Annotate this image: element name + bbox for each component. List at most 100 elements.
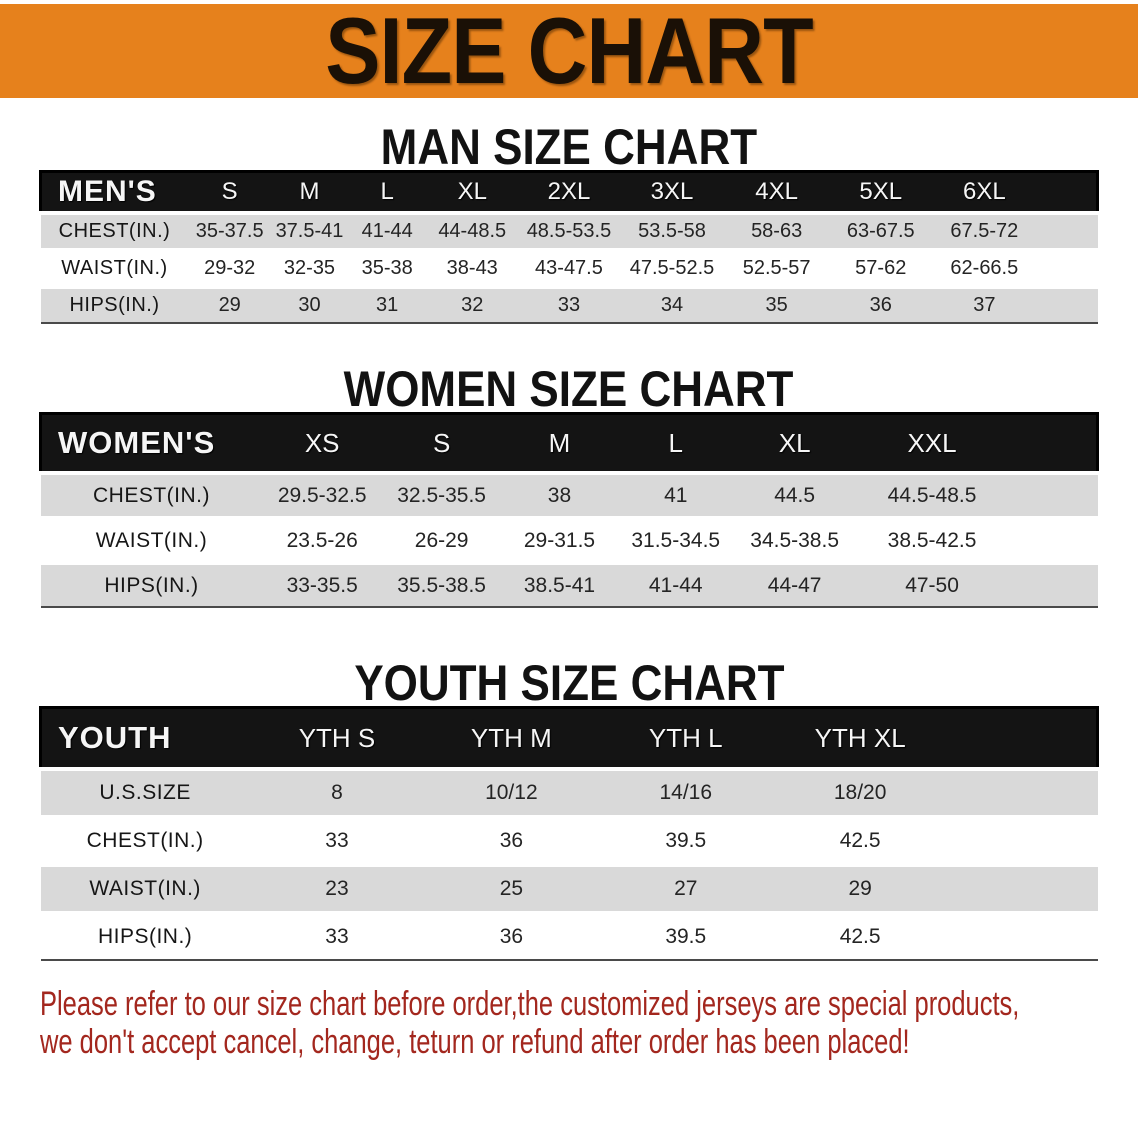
corner-label: WOMEN'S bbox=[39, 412, 263, 475]
column-header: 4XL bbox=[724, 170, 829, 215]
table-row: HIPS(IN.) 29 30 31 32 33 34 35 36 37 bbox=[40, 285, 1098, 323]
table-cell: 42.5 bbox=[772, 815, 948, 865]
table-body: CHEST(IN.) 35-37.5 37.5-41 41-44 44-48.5 48.5… bbox=[40, 211, 1098, 323]
table-cell: 29.5-32.5 bbox=[262, 471, 382, 518]
spacer-cell bbox=[1036, 170, 1100, 215]
table-cell: 37.5-41 bbox=[270, 211, 349, 250]
table-cell: 32-35 bbox=[270, 248, 349, 287]
table-header: WOMEN'S XS S M L XL XXL bbox=[39, 412, 1099, 475]
column-header: XXL bbox=[855, 412, 1009, 475]
table-cell: 35-37.5 bbox=[188, 211, 271, 250]
disclaimer: Please refer to our size chart before or… bbox=[40, 985, 1113, 1061]
banner: SIZE CHART bbox=[0, 4, 1138, 98]
table-row: CHEST(IN.) 35-37.5 37.5-41 41-44 44-48.5 48.5… bbox=[40, 211, 1098, 250]
table-cell: 47-50 bbox=[855, 561, 1009, 607]
spacer-cell bbox=[1008, 516, 1098, 563]
table-row: HIPS(IN.) 33 36 39.5 42.5 bbox=[40, 911, 1098, 960]
section-title-youth: YOUTH SIZE CHART bbox=[0, 655, 1138, 711]
table-cell: 31.5-34.5 bbox=[617, 516, 734, 563]
table-cell: 31 bbox=[348, 285, 427, 323]
table-cell: 42.5 bbox=[772, 911, 948, 960]
spacer-cell bbox=[947, 706, 1100, 771]
table-cell: 48.5-53.5 bbox=[518, 211, 620, 250]
table-cell: 26-29 bbox=[381, 516, 502, 563]
section-youth: YOUTH SIZE CHART YOUTH YTH S YTH M YTH L YTH … bbox=[0, 655, 1138, 961]
column-header: YTH L bbox=[598, 706, 773, 771]
table-row: WAIST(IN.) 29-32 32-35 35-38 38-43 43-47.5 47.… bbox=[40, 248, 1098, 287]
column-header: XL bbox=[733, 412, 856, 475]
table-cell: 43-47.5 bbox=[518, 248, 620, 287]
section-title-text: YOUTH SIZE CHART bbox=[353, 655, 785, 711]
table-cell: 36 bbox=[424, 815, 599, 865]
spacer-cell bbox=[947, 911, 1098, 960]
table-cell: 33 bbox=[249, 911, 425, 960]
table-cell: 67.5-72 bbox=[932, 211, 1037, 250]
row-label: HIPS(IN.) bbox=[40, 561, 263, 607]
spacer-cell bbox=[947, 863, 1098, 913]
column-header: YTH M bbox=[424, 706, 599, 771]
section-mens: MAN SIZE CHART MEN'S S M L XL 2XL 3XL 4XL 5XL 6XL C… bbox=[0, 119, 1138, 324]
table-header: MEN'S S M L XL 2XL 3XL 4XL 5XL 6XL bbox=[39, 170, 1100, 215]
table-header: YOUTH YTH S YTH M YTH L YTH XL bbox=[38, 706, 1100, 771]
table-cell: 58-63 bbox=[724, 211, 829, 250]
table-cell: 33 bbox=[518, 285, 620, 323]
section-title-text: WOMEN SIZE CHART bbox=[344, 361, 794, 417]
header-row: MEN'S S M L XL 2XL 3XL 4XL 5XL 6XL bbox=[39, 170, 1100, 215]
table-cell: 10/12 bbox=[424, 767, 599, 817]
table-cell: 44.5-48.5 bbox=[855, 471, 1009, 518]
spacer-cell bbox=[1008, 561, 1098, 607]
table-cell: 41-44 bbox=[348, 211, 427, 250]
table-cell: 39.5 bbox=[598, 911, 773, 960]
table-cell: 14/16 bbox=[598, 767, 773, 817]
table-cell: 34 bbox=[619, 285, 725, 323]
womens-size-table: WOMEN'S XS S M L XL XXL CHEST(IN.) 29.5-32.5 32.5… bbox=[39, 412, 1099, 608]
table-cell: 29-31.5 bbox=[501, 516, 618, 563]
spacer-cell bbox=[1036, 248, 1098, 287]
row-label: CHEST(IN.) bbox=[40, 815, 250, 865]
table-cell: 57-62 bbox=[828, 248, 933, 287]
table-cell: 34.5-38.5 bbox=[733, 516, 856, 563]
table-cell: 32.5-35.5 bbox=[381, 471, 502, 518]
table-cell: 41 bbox=[617, 471, 734, 518]
table-row: CHEST(IN.) 29.5-32.5 32.5-35.5 38 41 44.5 44.5… bbox=[40, 471, 1098, 518]
table-cell: 35 bbox=[724, 285, 829, 323]
table-cell: 38.5-42.5 bbox=[855, 516, 1009, 563]
header-row: WOMEN'S XS S M L XL XXL bbox=[39, 412, 1099, 475]
table-cell: 18/20 bbox=[772, 767, 948, 817]
row-label: CHEST(IN.) bbox=[40, 211, 189, 250]
table-cell: 29 bbox=[188, 285, 271, 323]
row-label: WAIST(IN.) bbox=[40, 248, 189, 287]
column-header: 5XL bbox=[828, 170, 933, 215]
table-cell: 25 bbox=[424, 863, 599, 913]
spacer-cell bbox=[947, 815, 1098, 865]
column-header: M bbox=[501, 412, 618, 475]
column-header: M bbox=[270, 170, 349, 215]
column-header: L bbox=[348, 170, 427, 215]
spacer-cell bbox=[1036, 285, 1098, 323]
row-label: U.S.SIZE bbox=[40, 767, 250, 817]
column-header: S bbox=[188, 170, 271, 215]
row-label: CHEST(IN.) bbox=[40, 471, 263, 518]
row-label: HIPS(IN.) bbox=[40, 911, 250, 960]
table-row: U.S.SIZE 8 10/12 14/16 18/20 bbox=[40, 767, 1098, 817]
column-header: L bbox=[617, 412, 734, 475]
section-title-womens: WOMEN SIZE CHART bbox=[0, 361, 1138, 417]
header-row: YOUTH YTH S YTH M YTH L YTH XL bbox=[38, 706, 1100, 771]
column-header: YTH XL bbox=[772, 706, 948, 771]
table-cell: 47.5-52.5 bbox=[619, 248, 725, 287]
table-cell: 23 bbox=[249, 863, 425, 913]
table-row: WAIST(IN.) 23.5-26 26-29 29-31.5 31.5-34.5 34… bbox=[40, 516, 1098, 563]
spacer-cell bbox=[947, 767, 1098, 817]
spacer-cell bbox=[1036, 211, 1098, 250]
column-header: S bbox=[381, 412, 502, 475]
table-cell: 52.5-57 bbox=[724, 248, 829, 287]
column-header: 6XL bbox=[932, 170, 1037, 215]
table-cell: 33 bbox=[249, 815, 425, 865]
table-cell: 36 bbox=[424, 911, 599, 960]
section-title-text: MAN SIZE CHART bbox=[380, 119, 758, 175]
table-cell: 62-66.5 bbox=[932, 248, 1037, 287]
sections: MAN SIZE CHART MEN'S S M L XL 2XL 3XL 4XL 5XL 6XL C… bbox=[0, 119, 1138, 961]
table-cell: 44-48.5 bbox=[426, 211, 519, 250]
section-title-mens: MAN SIZE CHART bbox=[0, 119, 1138, 175]
row-label: WAIST(IN.) bbox=[40, 863, 250, 913]
